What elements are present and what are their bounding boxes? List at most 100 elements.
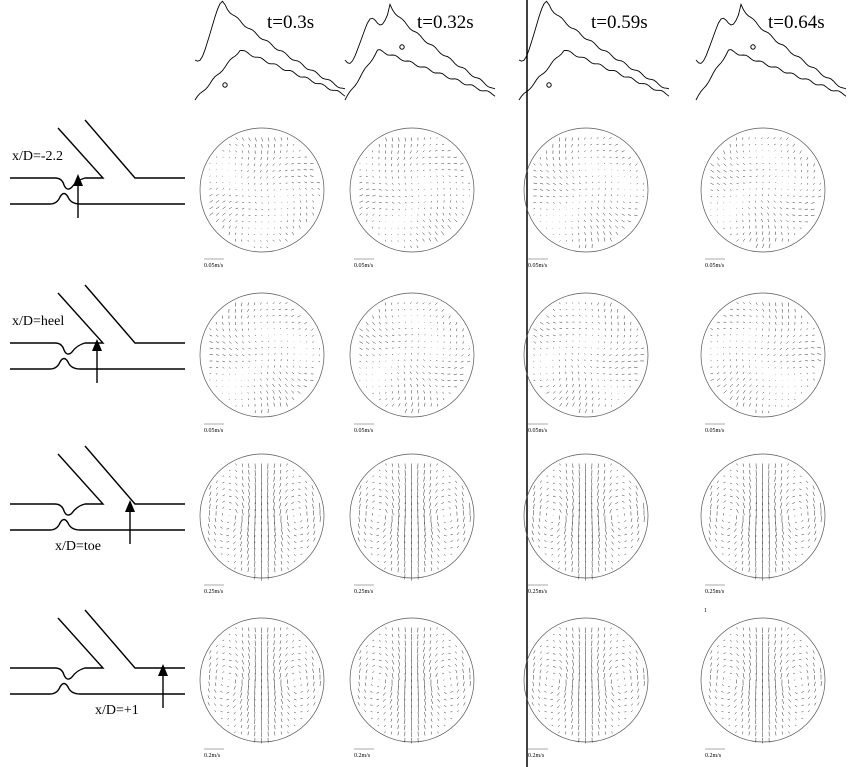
arrow-head: [92, 339, 102, 351]
cross-section: [199, 453, 325, 579]
cross-section: [700, 453, 826, 579]
time-marker: [546, 82, 552, 88]
arrow-head: [73, 174, 83, 186]
waveform: [518, 0, 670, 101]
velocity-vectors: [710, 302, 822, 414]
cross-section: [700, 292, 826, 418]
velocity-vectors: [531, 627, 645, 744]
velocity-vectors: [207, 627, 321, 744]
wave-lower: [518, 50, 670, 101]
waveform: [194, 0, 346, 101]
arrow-head: [125, 500, 135, 512]
scale-label: 0.25m/s: [354, 589, 374, 595]
cross-section: [199, 292, 325, 418]
time-marker: [750, 44, 756, 50]
cross-section: [523, 617, 649, 743]
scale-label: 0.05m/s: [705, 263, 725, 269]
vector-field: 0.05m/s: [199, 127, 325, 269]
scale-label: 0.05m/s: [204, 263, 224, 269]
wave-upper: [695, 3, 847, 90]
scale-label: 0.05m/s: [204, 428, 224, 434]
scale-label: 0.25m/s: [705, 589, 725, 595]
velocity-vectors: [710, 137, 822, 249]
vector-field: 0.2m/s: [199, 617, 325, 759]
wave-lower: [194, 50, 346, 101]
scale-label: 0.2m/s: [204, 753, 221, 759]
velocity-vectors: [357, 627, 471, 744]
vector-field: 0.25m/s: [523, 453, 649, 595]
velocity-vectors: [708, 463, 822, 581]
wave-upper: [344, 3, 496, 90]
cross-section: [523, 127, 649, 253]
scale-label: 0.25m/s: [528, 589, 548, 595]
vector-field: 0.2m/s: [700, 617, 826, 759]
pipe-outline: [10, 284, 185, 370]
vector-field: 0.2m/s: [523, 617, 649, 759]
row-label: x/D=-2.2: [12, 149, 63, 164]
time-label: t=0.64s: [768, 12, 825, 33]
bifurcation-diagram: x/D=+1: [10, 609, 185, 718]
cross-section: [199, 127, 325, 253]
row-label: x/D=heel: [12, 314, 64, 329]
bifurcation-diagram: x/D=heel: [10, 284, 185, 383]
time-label: t=0.59s: [591, 12, 648, 33]
vector-field: 0.05m/s: [349, 292, 475, 434]
vector-field: 0.05m/s: [700, 127, 826, 269]
waveform: [695, 3, 847, 101]
cross-section: [700, 127, 826, 253]
vector-field: 0.05m/s: [199, 292, 325, 434]
scale-label: 0.2m/s: [354, 753, 371, 759]
scale-label: 0.05m/s: [354, 263, 374, 269]
pipe-outline: [10, 445, 185, 531]
vector-field: 0.05m/s: [349, 127, 475, 269]
wave-lower: [695, 49, 847, 101]
velocity-vectors: [359, 302, 471, 414]
velocity-vectors: [357, 463, 471, 581]
vector-field: 0.05m/s: [523, 127, 649, 269]
vector-field: 0.05m/s: [523, 292, 649, 434]
cross-section: [700, 617, 826, 743]
cross-section: [349, 127, 475, 253]
cross-section: [523, 453, 649, 579]
cross-section: [349, 617, 475, 743]
waveform: [344, 3, 496, 101]
time-label: t=0.3s: [267, 12, 314, 33]
scale-label: 0.05m/s: [705, 428, 725, 434]
velocity-vectors: [207, 463, 321, 581]
wave-upper: [518, 0, 670, 90]
velocity-vectors: [359, 137, 471, 249]
time-marker: [399, 44, 405, 50]
time-label: t=0.32s: [417, 12, 474, 33]
bifurcation-diagram: x/D=toe: [10, 445, 185, 554]
stray-label: 1: [704, 608, 707, 614]
velocity-vectors: [531, 463, 645, 581]
cross-section: [523, 292, 649, 418]
wave-lower: [344, 49, 496, 101]
vector-field: 0.05m/s: [700, 292, 826, 434]
scale-label: 0.2m/s: [528, 753, 545, 759]
vector-field: 0.25m/s: [349, 453, 475, 595]
scale-label: 0.2m/s: [705, 753, 722, 759]
scale-label: 0.05m/s: [528, 263, 548, 269]
cross-section: [349, 292, 475, 418]
velocity-vectors: [708, 627, 822, 744]
velocity-vectors: [533, 302, 645, 414]
arrow-head: [158, 664, 168, 676]
scale-label: 0.25m/s: [204, 589, 224, 595]
velocity-vectors: [209, 302, 321, 414]
velocity-vectors: [209, 137, 321, 249]
vector-field: 0.25m/s: [199, 453, 325, 595]
cross-section: [349, 453, 475, 579]
vector-field: 0.25m/s: [700, 453, 826, 595]
row-label: x/D=+1: [95, 703, 139, 718]
wave-upper: [194, 0, 346, 90]
time-marker: [222, 82, 228, 88]
pipe-outline: [10, 609, 185, 695]
row-label: x/D=toe: [55, 539, 101, 554]
scale-label: 0.05m/s: [354, 428, 374, 434]
bifurcation-diagram: x/D=-2.2: [10, 119, 185, 218]
cross-section: [199, 617, 325, 743]
velocity-vectors: [533, 137, 645, 249]
vector-field: 0.2m/s: [349, 617, 475, 759]
